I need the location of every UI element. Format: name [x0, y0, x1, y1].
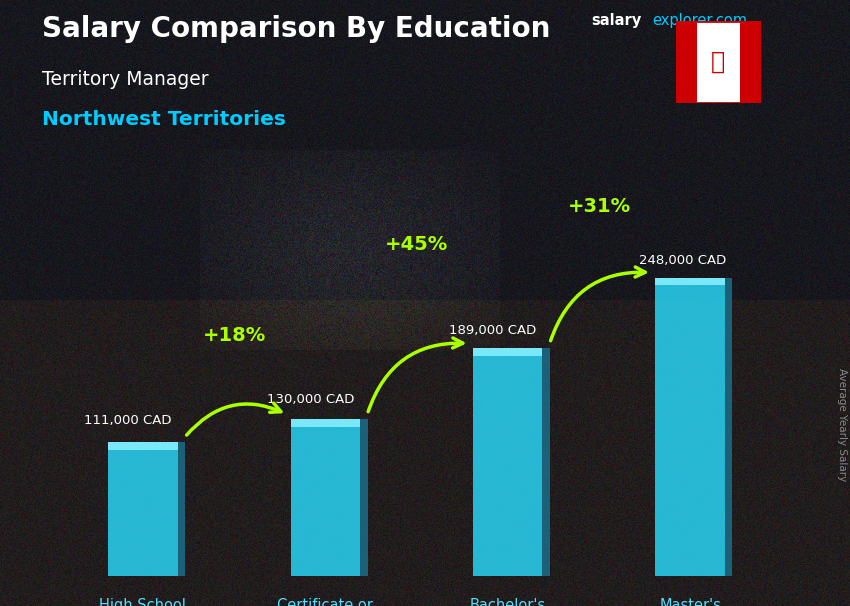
Bar — [291, 419, 360, 576]
Text: Territory Manager: Territory Manager — [42, 70, 209, 88]
Bar — [473, 348, 542, 356]
Bar — [740, 21, 761, 103]
Bar — [108, 442, 178, 576]
Bar — [542, 348, 550, 576]
Bar — [655, 278, 725, 285]
Text: 248,000 CAD: 248,000 CAD — [639, 255, 727, 267]
Text: explorer.com: explorer.com — [652, 13, 747, 28]
Bar — [108, 442, 178, 450]
Bar — [178, 442, 185, 576]
Text: Average Yearly Salary: Average Yearly Salary — [837, 368, 847, 481]
Text: High School: High School — [99, 598, 186, 606]
Bar — [291, 419, 360, 427]
Text: Northwest Territories: Northwest Territories — [42, 110, 286, 129]
Bar — [360, 419, 367, 576]
Text: +45%: +45% — [385, 235, 448, 253]
Bar — [725, 278, 733, 576]
Bar — [655, 278, 725, 576]
Text: 🍁: 🍁 — [711, 50, 725, 74]
Bar — [676, 21, 697, 103]
Text: 189,000 CAD: 189,000 CAD — [450, 324, 536, 337]
Text: 130,000 CAD: 130,000 CAD — [267, 393, 354, 406]
Text: Salary Comparison By Education: Salary Comparison By Education — [42, 15, 551, 43]
Text: 111,000 CAD: 111,000 CAD — [84, 414, 172, 427]
Text: +31%: +31% — [568, 198, 631, 216]
Text: +18%: +18% — [202, 325, 266, 345]
Text: Bachelor's
Degree: Bachelor's Degree — [470, 598, 546, 606]
Bar — [473, 348, 542, 576]
Text: salary: salary — [591, 13, 641, 28]
Text: Certificate or
Diploma: Certificate or Diploma — [277, 598, 373, 606]
Bar — [697, 21, 740, 103]
Text: Master's
Degree: Master's Degree — [660, 598, 721, 606]
